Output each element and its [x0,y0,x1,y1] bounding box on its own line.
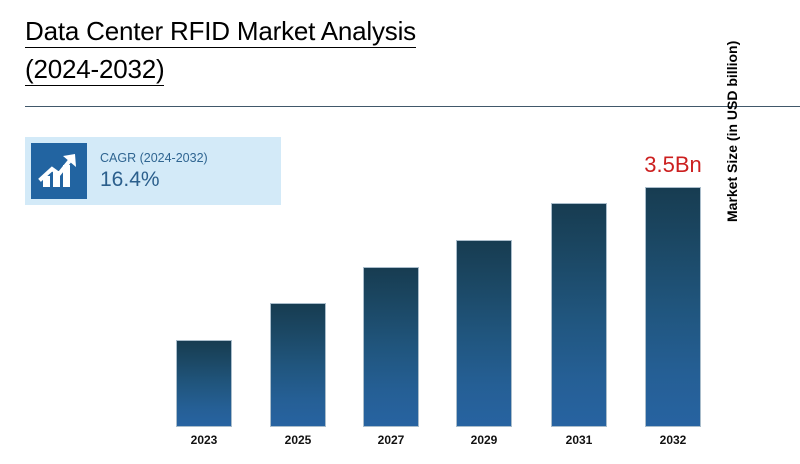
bar-2027 [363,267,419,427]
page-title-line-2-text: (2024-2032) [25,54,165,86]
growth-bar-chart-arrow-icon [31,143,87,199]
cagr-badge: CAGR (2024-2032) 16.4% [25,137,281,205]
x-tick-label-2025: 2025 [284,433,312,447]
bar-group-2031: 2031 [551,150,607,447]
bar-2031 [551,203,607,427]
x-tick-label-2029: 2029 [470,433,498,447]
x-tick-label-2032: 2032 [659,433,687,447]
cagr-text-block: CAGR (2024-2032) 16.4% [100,150,208,192]
bar-group-2029: 2029 [456,150,512,447]
x-tick-label-2023: 2023 [190,433,218,447]
page-title-line-1: Data Center RFID Market Analysis [25,12,785,50]
bar-group-2027: 2027 [363,150,419,447]
cagr-label: CAGR (2024-2032) [100,151,208,165]
bar-2032 [645,187,701,427]
page-title-line-1-text: Data Center RFID Market Analysis [25,16,416,48]
bar-2023 [176,340,232,427]
bar-group-2025: 2025 [270,150,326,447]
bar-2025 [270,303,326,427]
y-axis-title: Market Size (in USD billion) [724,40,740,222]
plot-area: 2023 2025 2027 2029 2031 3.5Bn 2032 [150,150,720,447]
bar-data-label-2032: 3.5Bn [644,152,702,177]
title-divider [25,106,800,107]
x-tick-label-2031: 2031 [565,433,593,447]
cagr-value: 16.4% [100,168,160,191]
bar-2029 [456,240,512,427]
x-tick-label-2027: 2027 [377,433,405,447]
page-title-line-2: (2024-2032) [25,50,785,88]
page-header: Data Center RFID Market Analysis (2024-2… [25,12,785,88]
bar-group-2032: 3.5Bn 2032 [644,150,702,447]
bar-group-2023: 2023 [176,150,232,447]
